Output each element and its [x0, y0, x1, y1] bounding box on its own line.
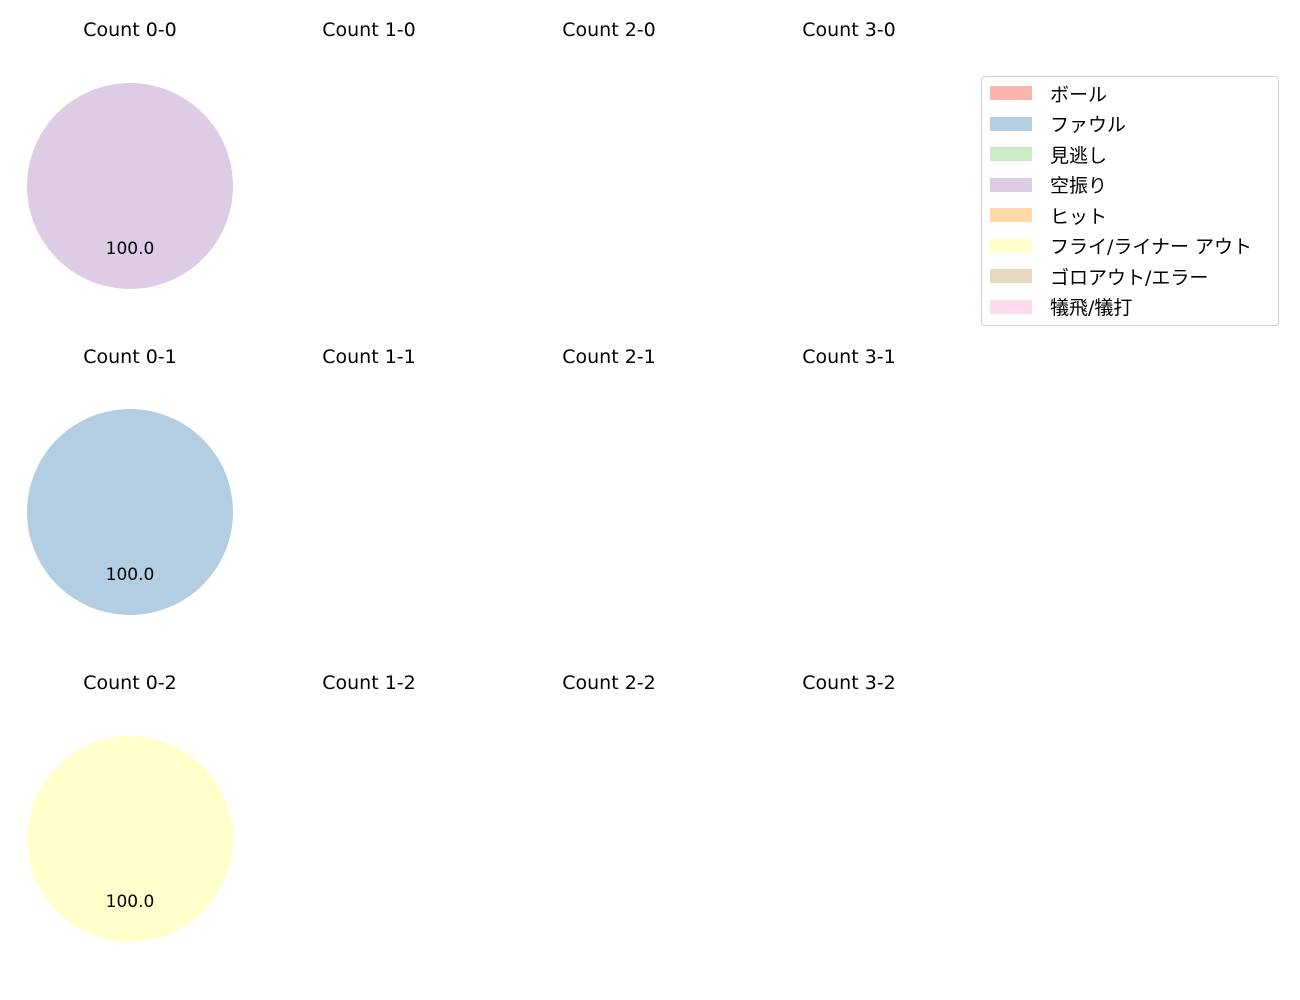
legend: ボールファウル見逃し空振りヒットフライ/ライナー アウト ゴロアウト/エラー 犠飛/… — [981, 76, 1279, 326]
pie-title: Count 3-0 — [802, 19, 896, 41]
legend-swatch — [990, 299, 1032, 314]
pie-slice — [27, 409, 233, 615]
legend-label: ボール — [1050, 83, 1108, 106]
pie-title: Count 0-2 — [83, 672, 177, 694]
legend-label: ゴロアウト/エラー — [1050, 266, 1209, 289]
pie-title: Count 1-1 — [322, 346, 416, 368]
legend-swatch — [990, 147, 1032, 161]
legend-label: 犠飛/犠打 — [1050, 297, 1133, 319]
legend-item: ゴロアウト/エラー — [990, 263, 1208, 289]
legend-item: 犠飛/犠打 — [990, 294, 1132, 320]
legend-swatch — [990, 269, 1032, 283]
legend-swatch — [990, 208, 1032, 222]
legend-label: ヒット — [1050, 205, 1108, 228]
legend-label: ファウル — [1050, 114, 1127, 136]
pie-title: Count 2-1 — [562, 346, 656, 368]
pie-title: Count 1-2 — [322, 672, 416, 694]
pie-title: Count 0-0 — [83, 19, 177, 41]
pie-title: Count 1-0 — [322, 19, 416, 41]
pie-slice — [27, 736, 233, 942]
legend-label: フライ/ライナー アウト — [1050, 236, 1253, 258]
pie-title: Count 3-2 — [802, 672, 896, 694]
pie-title: Count 3-1 — [802, 346, 896, 368]
legend-item: ファウル — [990, 111, 1126, 137]
legend-swatch — [990, 116, 1032, 131]
legend-item: ヒット — [990, 202, 1107, 228]
legend-item: ボール — [990, 80, 1107, 106]
pie-title: Count 2-0 — [562, 19, 656, 41]
legend-swatch — [990, 177, 1032, 192]
pie-slice — [27, 83, 233, 289]
legend-label: 空振り — [1050, 175, 1108, 197]
pie-slice-label: 100.0 — [106, 565, 155, 585]
pie-title: Count 2-2 — [562, 672, 656, 694]
legend-label: 見逃し — [1050, 144, 1108, 167]
legend-swatch — [990, 86, 1032, 100]
pie-slice-label: 100.0 — [106, 239, 155, 259]
legend-item: 見逃し — [990, 141, 1107, 167]
pie-title: Count 0-1 — [83, 346, 177, 368]
legend-item: 空振り — [990, 172, 1107, 198]
legend-swatch — [990, 238, 1032, 253]
pie-slice-label: 100.0 — [106, 892, 155, 912]
legend-item: フライ/ライナー アウト — [990, 233, 1252, 259]
